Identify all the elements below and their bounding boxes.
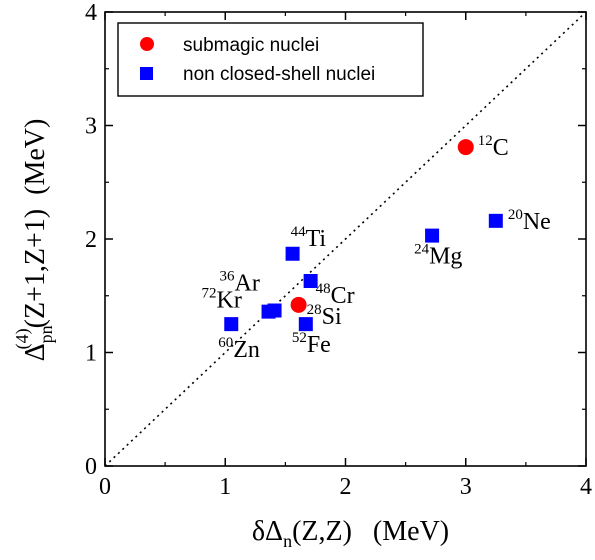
element-symbol: C [493,135,509,161]
x-tick-label: 3 [460,474,472,500]
element-symbol: Si [322,304,342,330]
y-tick-label: 1 [85,341,97,367]
x-tick-label: 0 [99,474,111,500]
point-label-c: 12C [478,133,509,161]
legend: submagic nuclei non closed-shell nuclei [117,22,424,97]
data-point-si [290,296,307,313]
point-label-fe: 52Fe [292,330,331,358]
y-label-rest: (Z+1,Z+1) (MeV) [20,119,51,329]
x-label-subscript: n [283,531,292,551]
element-symbol: Cr [331,283,355,309]
mass-number: 12 [478,133,493,149]
y-label-subscript: pn [36,325,56,343]
data-point-mg [425,228,440,243]
mass-number: 48 [316,281,331,297]
legend-label: non closed-shell nuclei [183,64,375,85]
legend-box [117,22,424,97]
point-label-mg: 24Mg [414,242,462,270]
y-label-main: Δ [20,343,51,361]
element-symbol: Kr [217,288,242,314]
mass-number: 44 [291,224,307,240]
point-label-cr: 48Cr [316,281,355,309]
legend-label: submagic nuclei [183,35,319,56]
y-tick-label: 3 [85,114,97,140]
data-point-c [457,139,474,156]
y-tick-label: 4 [85,0,97,26]
data-point-kr [261,304,276,319]
mass-number: 60 [218,335,233,351]
y-axis-label: Δpn(4)(Z+1,Z+1) (MeV) [12,119,56,362]
mass-number: 72 [202,286,217,302]
plot-area [104,11,587,467]
y-tick-label: 0 [85,454,97,480]
x-label-main: δΔ [252,516,283,547]
element-symbol: Zn [233,337,260,363]
x-axis-label: δΔn(Z,Z) (MeV) [252,516,449,551]
point-label-ti: 44Ti [291,224,327,252]
mass-number: 20 [508,207,523,223]
mass-number: 52 [292,330,307,346]
mass-number: 24 [414,242,430,258]
element-symbol: Ar [235,271,260,297]
x-tick-label: 2 [340,474,352,500]
mass-number: 36 [220,269,236,285]
x-tick-label: 4 [580,474,592,500]
x-tick-label: 1 [219,474,231,500]
data-point-cr [303,273,318,288]
element-symbol: Ti [306,226,327,252]
legend-marker-square [140,67,153,80]
y-label-superscript: (4) [12,328,33,349]
point-label-ar: 36Ar [220,269,260,297]
reference-line [104,11,587,467]
y-tick-label: 2 [85,227,97,253]
data-point-ne [488,213,503,228]
data-point-ti [285,246,300,261]
element-symbol: Fe [307,332,331,358]
data-point-zn [224,317,239,332]
mass-number: 28 [307,302,322,318]
point-label-si: 28Si [307,302,342,330]
point-label-ne: 20Ne [508,207,551,235]
element-symbol: Ne [523,209,551,235]
legend-marker-circle [140,37,154,51]
data-point-fe [298,317,313,332]
x-label-rest: (Z,Z) (MeV) [292,516,449,547]
point-label-zn: 60Zn [218,335,260,363]
element-symbol: Mg [429,244,462,270]
point-label-kr: 72Kr [202,286,242,314]
